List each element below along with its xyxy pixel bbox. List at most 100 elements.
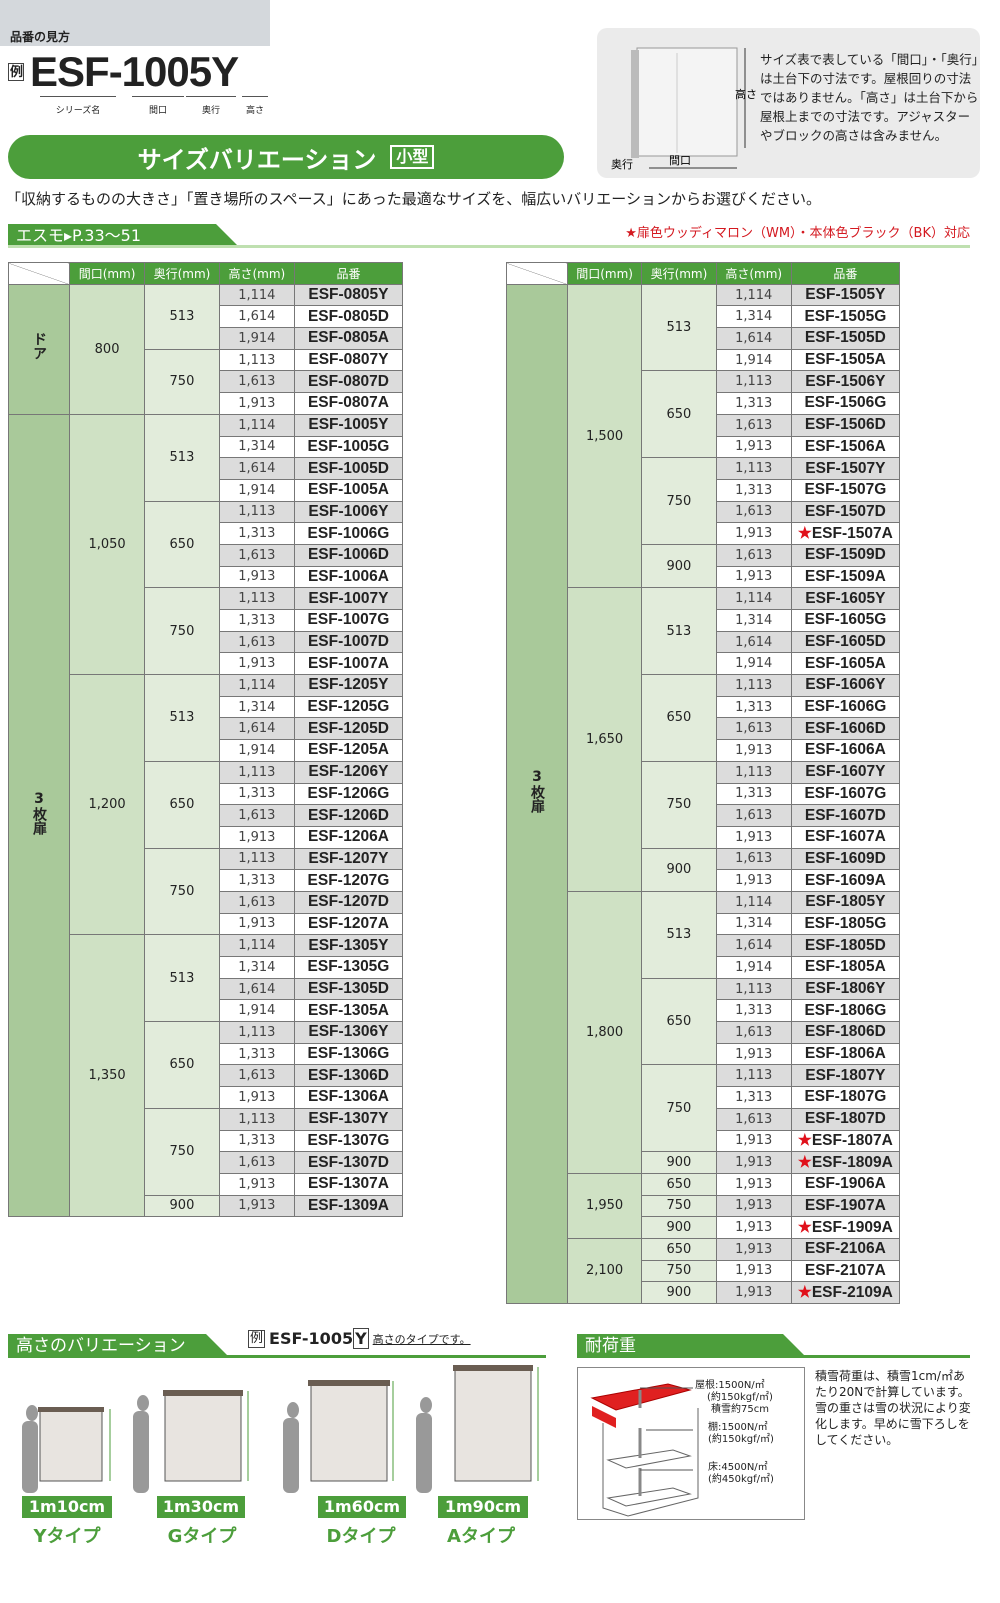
width-cell: 1,350 (68, 934, 146, 1218)
product-code: ESF-1206A (307, 828, 389, 846)
product-code: ESF-1505A (804, 351, 886, 369)
height-cell: 1,913 (218, 825, 295, 849)
height-cell: 1,313 (218, 869, 295, 892)
width-label: 間口 (669, 154, 691, 167)
howto-title: 品番の見方 (10, 30, 71, 44)
product-code: ESF-1507A (811, 525, 893, 543)
part-series: シリーズ名 (40, 96, 116, 116)
depth-cell: 900 (641, 1281, 717, 1304)
table-row: 1,913 ★ESF-1507A (507, 522, 901, 545)
table-row: 1,314 ESF-1505G (507, 305, 901, 329)
product-code-cell: ESF-1006D (293, 543, 404, 567)
product-code: ESF-1005D (307, 459, 389, 477)
product-code-cell: ESF-1306D (293, 1064, 404, 1088)
color-note: ★扉色ウッディマロン（WM）・本体色ブラック（BK）対応 (625, 226, 970, 241)
roof-load-kgf: (約150kgf/㎡) (707, 1392, 773, 1403)
star-icon: ★ (797, 1154, 812, 1172)
product-code-cell: ESF-1207D (293, 890, 404, 914)
size-table-left: 間口(mm) 奥行(mm) 高さ(mm) 品番 ドア 800 513 1,114 ESF-080… (8, 262, 404, 1218)
table-row: 650 1,113 ESF-1806Y (507, 977, 901, 1066)
product-code-cell: ESF-0807A (293, 392, 404, 415)
product-code: ESF-1206D (307, 806, 389, 824)
column-header: 間口(mm) (566, 262, 643, 285)
height-label-y: 1m10cm (22, 1496, 112, 1518)
table-row: 3枚扉 1,500 513 1,114 ESF-1505Y (506, 283, 901, 1305)
table-row: 1,913 ESF-1609A (507, 869, 901, 892)
depth-cell: 650 (144, 760, 220, 849)
depth-cell: 900 (641, 847, 717, 892)
product-code-cell: ESF-1007G (293, 609, 404, 632)
product-code-cell: ESF-1207G (293, 869, 404, 892)
height-cell: 1,913 (715, 1194, 792, 1218)
product-code-cell: ESF-1606G (790, 695, 901, 719)
product-code: ESF-1305Y (308, 936, 389, 954)
part-width: 間口 (132, 96, 184, 116)
table-row: 1,914 ESF-1205A (9, 739, 404, 762)
table-row: 750 1,113 ESF-1607Y (507, 760, 901, 849)
table-row: 1,614 ESF-1805D (507, 934, 901, 957)
product-code-cell: ESF-2106A (790, 1237, 901, 1261)
product-code-cell: ESF-0805A (293, 327, 404, 350)
product-code-cell: ESF-1507G (790, 478, 901, 502)
product-code-cell: ESF-1206Y (293, 760, 404, 784)
product-code-cell: ESF-1507D (790, 500, 901, 524)
door-type-cell: ドア (8, 283, 70, 415)
table-row: 900 1,913 ★ESF-2109A (507, 1281, 901, 1304)
product-code: ESF-1007D (307, 633, 389, 651)
height-cell: 1,113 (218, 760, 295, 784)
table-row: 1,614 ESF-1205D (9, 717, 404, 741)
product-code: ESF-1309A (307, 1196, 389, 1214)
height-cell: 1,913 (715, 565, 792, 589)
product-code: ESF-0807A (307, 394, 389, 412)
product-code: ESF-1307A (307, 1175, 389, 1193)
banner-tag: 小型 (390, 145, 435, 169)
product-code: ESF-1205A (307, 741, 389, 759)
table-row: 1,913 ESF-1509A (507, 565, 901, 589)
table-row: 1,313 ESF-1007G (9, 609, 404, 632)
product-code: ESF-1306Y (308, 1023, 389, 1041)
product-code: ESF-1807D (804, 1110, 886, 1128)
height-cell: 1,613 (715, 804, 792, 827)
table-row: 3枚扉 1,050 513 1,114 ESF-1005Y (8, 413, 404, 1218)
height-variation-illustrations (22, 1365, 539, 1493)
table-row: 1,950 650 1,913 ESF-1906A (507, 1172, 901, 1239)
height-cell: 1,114 (218, 934, 295, 957)
column-header: 高さ(mm) (218, 262, 295, 285)
product-code-cell: ESF-1607G (790, 782, 901, 806)
product-code: ESF-0805D (307, 307, 389, 325)
height-cell: 1,914 (715, 956, 792, 979)
product-code-cell: ESF-1205G (293, 695, 404, 719)
height-cell: 1,114 (218, 283, 295, 307)
product-code-cell: ESF-1906A (790, 1172, 901, 1196)
product-code-cell: ESF-1206G (293, 782, 404, 806)
product-code-cell: ESF-0807Y (293, 348, 404, 372)
product-code-cell: ESF-1309A (293, 1194, 404, 1218)
roof-snow: 積雪約75cm (711, 1404, 769, 1415)
height-cell: 1,613 (218, 370, 295, 394)
shelf-load: 棚:1500N/㎡ (約150kgf/㎡) (708, 1422, 774, 1446)
height-cell: 1,113 (715, 674, 792, 697)
product-code-cell: ESF-1006Y (293, 500, 404, 524)
product-code: ESF-1006A (307, 567, 389, 585)
table-row: 1,914 ESF-1505A (507, 348, 901, 372)
product-code-cell: ESF-1006G (293, 522, 404, 545)
product-code: ESF-1007A (307, 654, 389, 672)
height-cell: 1,113 (218, 847, 295, 871)
table-row: 1,313 ESF-1507G (507, 478, 901, 502)
load-note: 積雪荷重は、積雪1cm/㎡あたり20Nで計算しています。雪の重さは雪の状況により… (815, 1369, 971, 1447)
product-code-cell: ESF-1605G (790, 609, 901, 632)
product-code: ESF-1807G (804, 1088, 887, 1106)
product-code-cell: ESF-1307A (293, 1172, 404, 1196)
table-row: 900 1,913 ★ESF-1809A (507, 1151, 901, 1174)
height-cell: 1,313 (715, 695, 792, 719)
product-code-cell: ESF-1607D (790, 804, 901, 827)
table-row: 650 1,113 ESF-1506Y (507, 370, 901, 459)
table-row: 1,314 ESF-1305G (9, 956, 404, 979)
height-label-a: 1m90cm (438, 1496, 528, 1518)
section-line (8, 245, 970, 248)
product-code: ESF-1005A (307, 481, 389, 499)
product-code-cell: ESF-1606D (790, 717, 901, 741)
table-row: 1,913 ESF-1007A (9, 652, 404, 676)
height-cell: 1,614 (218, 717, 295, 741)
depth-cell: 750 (144, 348, 220, 415)
